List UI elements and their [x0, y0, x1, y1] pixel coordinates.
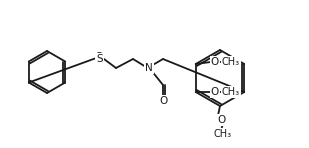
Text: S: S — [96, 52, 102, 62]
Text: CH₃: CH₃ — [214, 129, 232, 139]
Text: N: N — [145, 63, 153, 73]
Text: S: S — [97, 54, 103, 64]
Text: O: O — [211, 57, 219, 67]
Text: O: O — [159, 96, 167, 106]
Text: CH₃: CH₃ — [222, 57, 240, 67]
Text: O: O — [211, 87, 219, 97]
Text: CH₃: CH₃ — [222, 87, 240, 97]
Text: O: O — [217, 115, 225, 125]
